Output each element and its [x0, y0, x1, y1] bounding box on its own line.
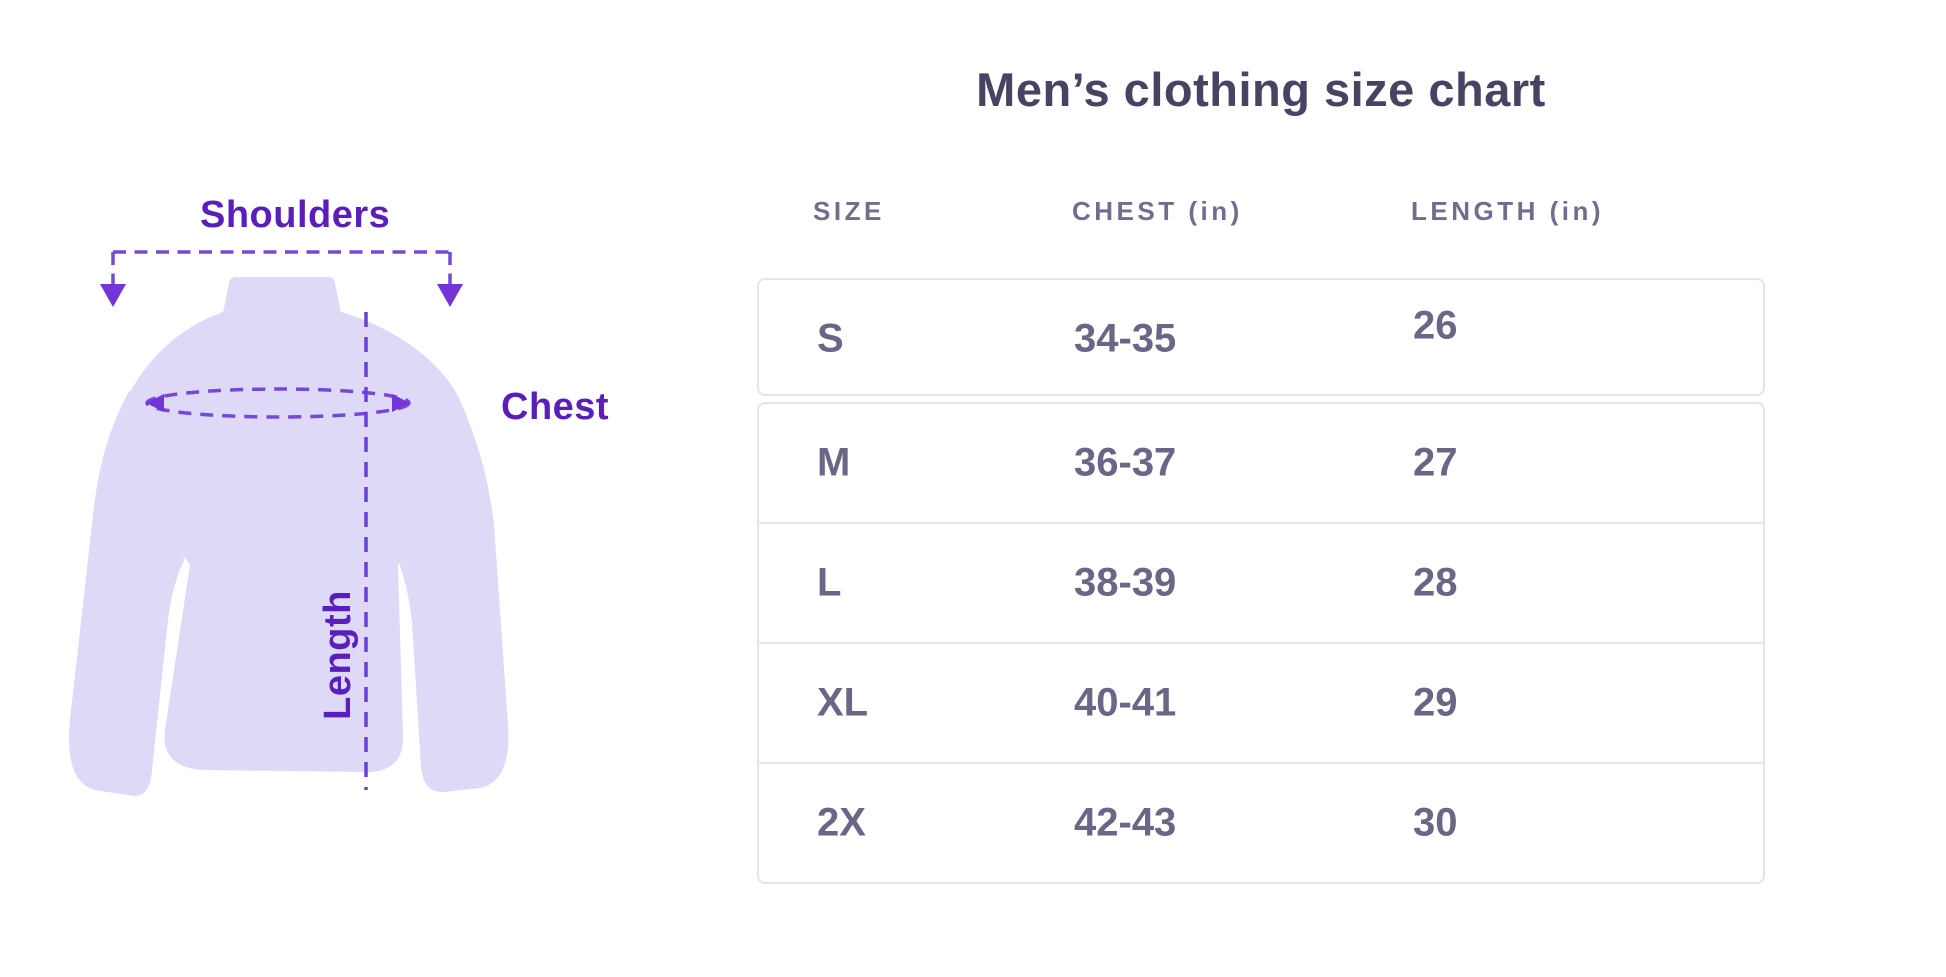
size-cell: L — [817, 560, 842, 605]
chest-cell: 36-37 — [1074, 440, 1177, 485]
shoulders-label: Shoulders — [200, 194, 391, 236]
length-cell: 26 — [1413, 303, 1458, 348]
chest-cell: 42-43 — [1074, 800, 1177, 845]
length-cell: 28 — [1413, 560, 1458, 605]
length-cell: 27 — [1413, 440, 1458, 485]
table-row: XL 40-41 29 — [759, 642, 1763, 762]
chest-right-arrow-icon — [392, 394, 410, 412]
chest-label: Chest — [501, 386, 610, 428]
shirt-torso — [120, 312, 467, 772]
table-row: 2X 42-43 30 — [759, 762, 1763, 882]
size-table-card-s: S 34-35 26 — [757, 278, 1765, 396]
shoulders-left-arrow-icon — [100, 284, 126, 307]
page-title: Men’s clothing size chart — [976, 63, 1546, 116]
shirt-left-sleeve — [69, 390, 185, 796]
shirt-right-sleeve — [397, 392, 509, 793]
length-cell: 29 — [1413, 680, 1458, 725]
length-cell: 30 — [1413, 800, 1458, 845]
size-cell: S — [817, 316, 844, 361]
shoulders-measure-line — [111, 250, 452, 288]
chest-cell: 40-41 — [1074, 680, 1177, 725]
table-row: S 34-35 26 — [759, 280, 1763, 398]
chest-cell: 38-39 — [1074, 560, 1177, 605]
length-label: Length — [317, 590, 359, 720]
column-header-chest: CHEST (in) — [1072, 196, 1243, 226]
size-cell: M — [817, 440, 851, 485]
table-row: M 36-37 27 — [759, 404, 1763, 522]
size-cell: 2X — [817, 800, 866, 845]
shoulders-right-arrow-icon — [437, 284, 463, 307]
shirt-measurement-diagram — [69, 250, 509, 796]
chest-left-arrow-icon — [146, 394, 164, 412]
column-header-size: SIZE — [813, 196, 885, 226]
chest-cell: 34-35 — [1074, 316, 1177, 361]
size-table-card-m-2x: M 36-37 27 L 38-39 28 XL 40-41 29 2X 42-… — [757, 402, 1765, 884]
size-cell: XL — [817, 680, 869, 725]
column-header-length: LENGTH (in) — [1411, 196, 1605, 226]
shirt-illustration — [69, 277, 509, 796]
shirt-collar — [223, 277, 341, 313]
table-row: L 38-39 28 — [759, 522, 1763, 642]
